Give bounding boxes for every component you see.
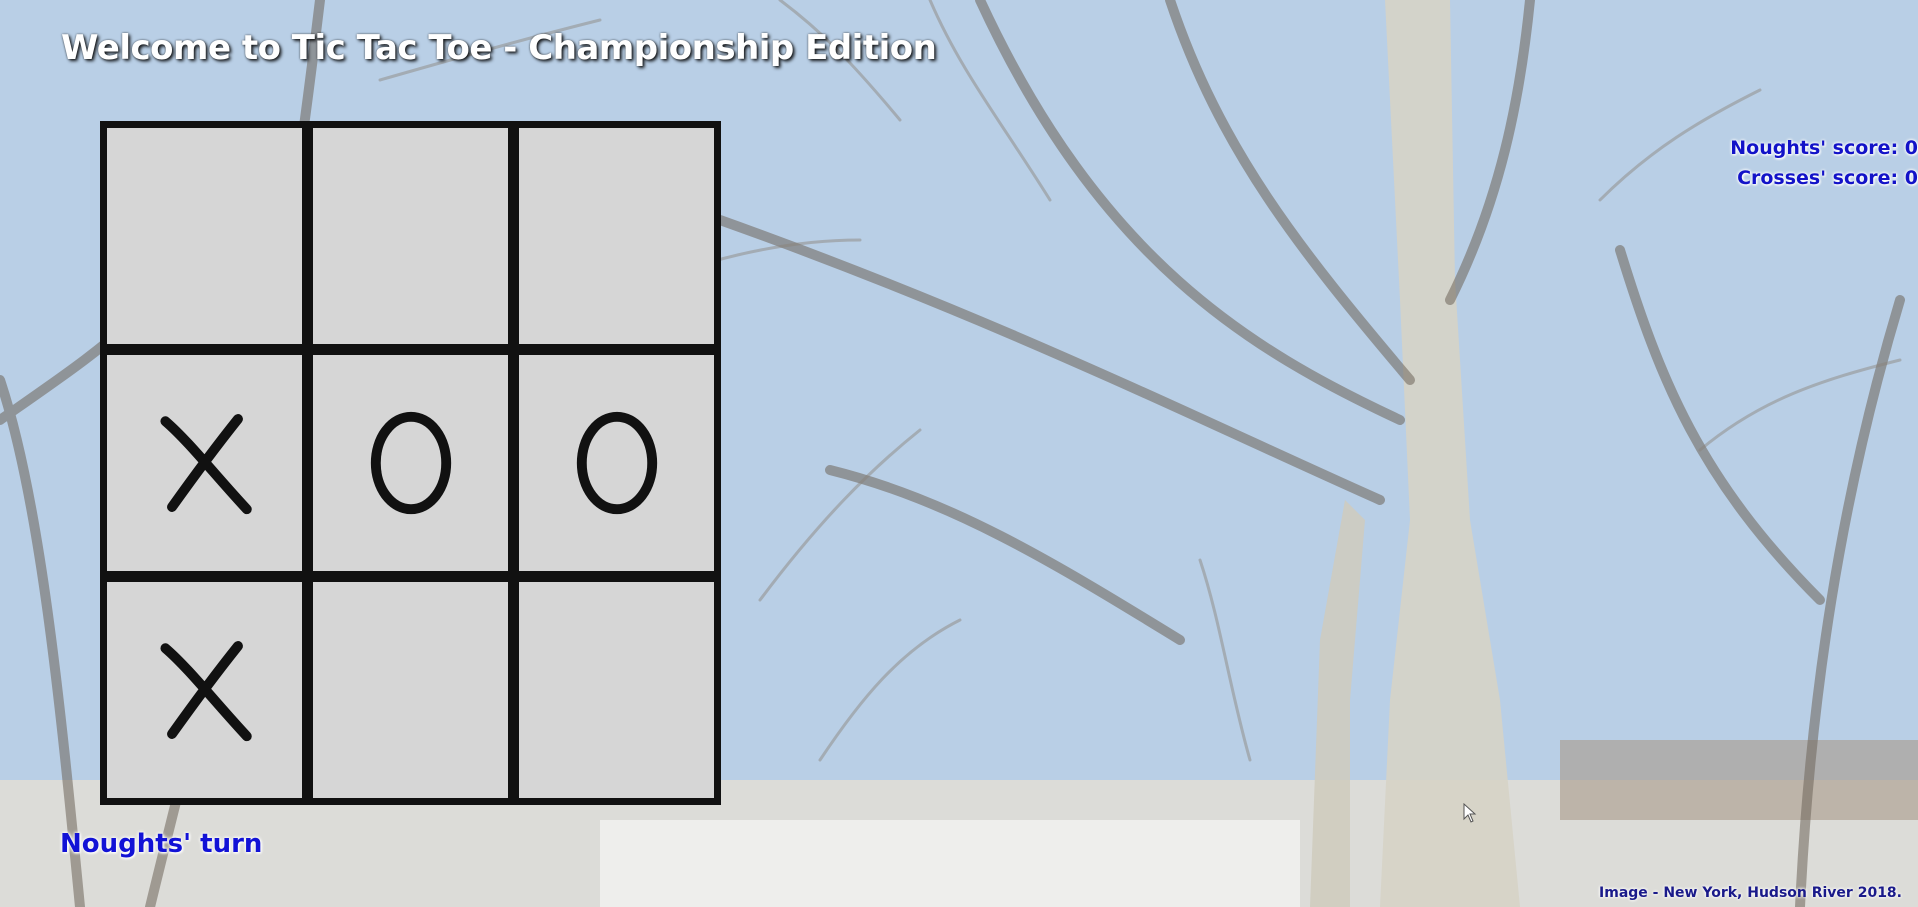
turn-indicator: Noughts' turn [60, 829, 263, 859]
board-cell-7[interactable] [107, 582, 302, 798]
board-cell-3[interactable] [519, 128, 714, 344]
nought-mark-icon [370, 411, 451, 515]
noughts-score: Noughts' score: 0 [1730, 137, 1918, 159]
board-cell-4[interactable] [107, 355, 302, 571]
crosses-score: Crosses' score: 0 [1737, 167, 1918, 189]
image-credit: Image - New York, Hudson River 2018. [1599, 885, 1902, 901]
nought-mark-icon [576, 411, 657, 515]
board-cell-2[interactable] [313, 128, 508, 344]
game-board [100, 121, 721, 805]
score-panel: Noughts' score: 0 Crosses' score: 0 [1730, 133, 1918, 193]
cross-mark-icon [159, 414, 252, 515]
board-cell-6[interactable] [519, 355, 714, 571]
cross-mark-icon [159, 641, 252, 742]
page-title: Welcome to Tic Tac Toe - Championship Ed… [61, 28, 937, 68]
board-cell-1[interactable] [107, 128, 302, 344]
board-cell-8[interactable] [313, 582, 508, 798]
mouse-pointer-icon [1463, 803, 1477, 823]
board-cell-9[interactable] [519, 582, 714, 798]
board-cell-5[interactable] [313, 355, 508, 571]
